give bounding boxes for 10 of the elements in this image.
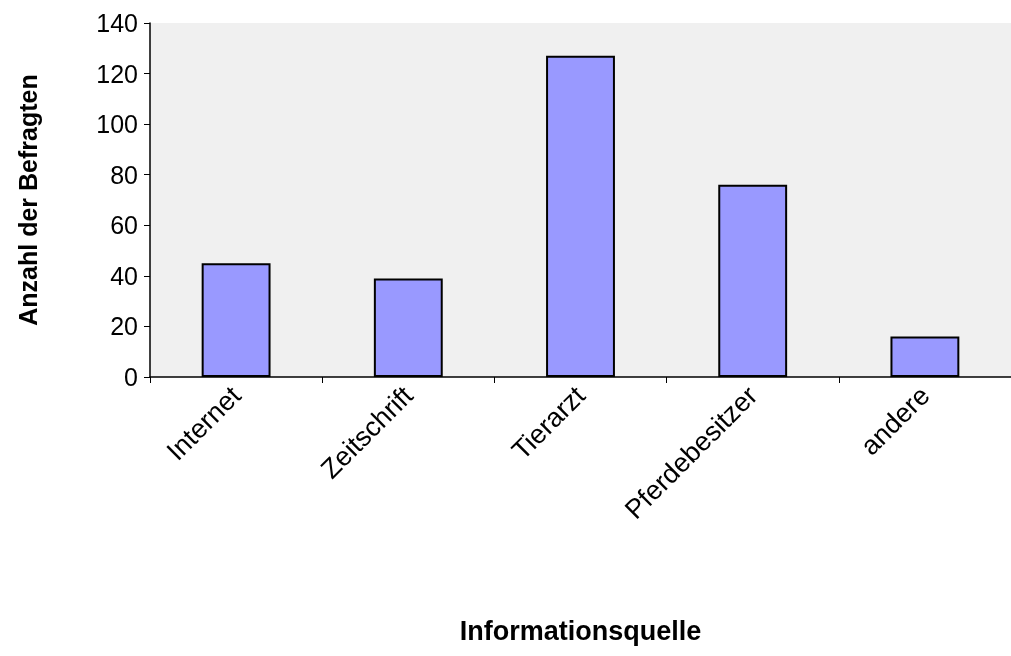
y-axis-title: Anzahl der Befragten [13, 74, 42, 326]
y-tick-label: 40 [110, 261, 138, 290]
y-tick-label: 20 [110, 312, 138, 341]
y-tick-label: 100 [96, 110, 138, 139]
y-tick-label: 140 [96, 9, 138, 37]
y-tick-label: 80 [110, 160, 138, 189]
y-tick-label: 0 [124, 363, 138, 391]
y-tick-label: 60 [110, 211, 138, 240]
y-tick-label: 120 [96, 59, 138, 88]
x-axis-title: Informationsquelle [459, 615, 702, 646]
